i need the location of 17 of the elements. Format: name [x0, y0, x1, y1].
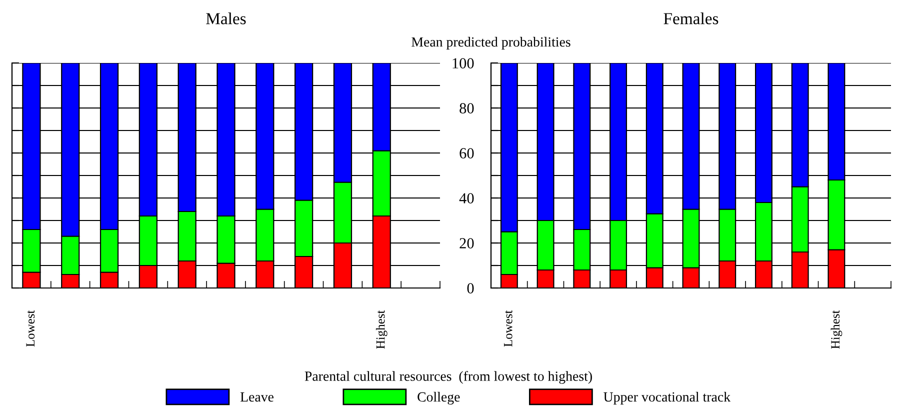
y-tick-label: 20 [460, 238, 474, 248]
y-tick-label: 40 [459, 193, 474, 204]
x-tick-label: Highest [830, 310, 842, 349]
legend-label: Leave [240, 392, 274, 402]
y-tick-label: 0 [467, 283, 474, 294]
x-tick-label: Highest [376, 310, 388, 349]
text: Parental cultural resources (from lowest to highest) [304, 370, 592, 384]
y-tick-label: 100 [452, 58, 474, 68]
x-tick-label: Lowest [26, 310, 35, 347]
y-tick-label: 80 [460, 103, 474, 114]
chart-title: Females [664, 12, 718, 24]
x-tick-label: Lowest [504, 310, 512, 347]
y-axis-title: Mean predicted probabilities [412, 36, 570, 50]
legend-label: Upper vocational track [604, 392, 731, 404]
y-tick-label: 60 [460, 148, 474, 158]
chart-title: Males [206, 12, 246, 24]
legend-label: College [418, 392, 460, 404]
